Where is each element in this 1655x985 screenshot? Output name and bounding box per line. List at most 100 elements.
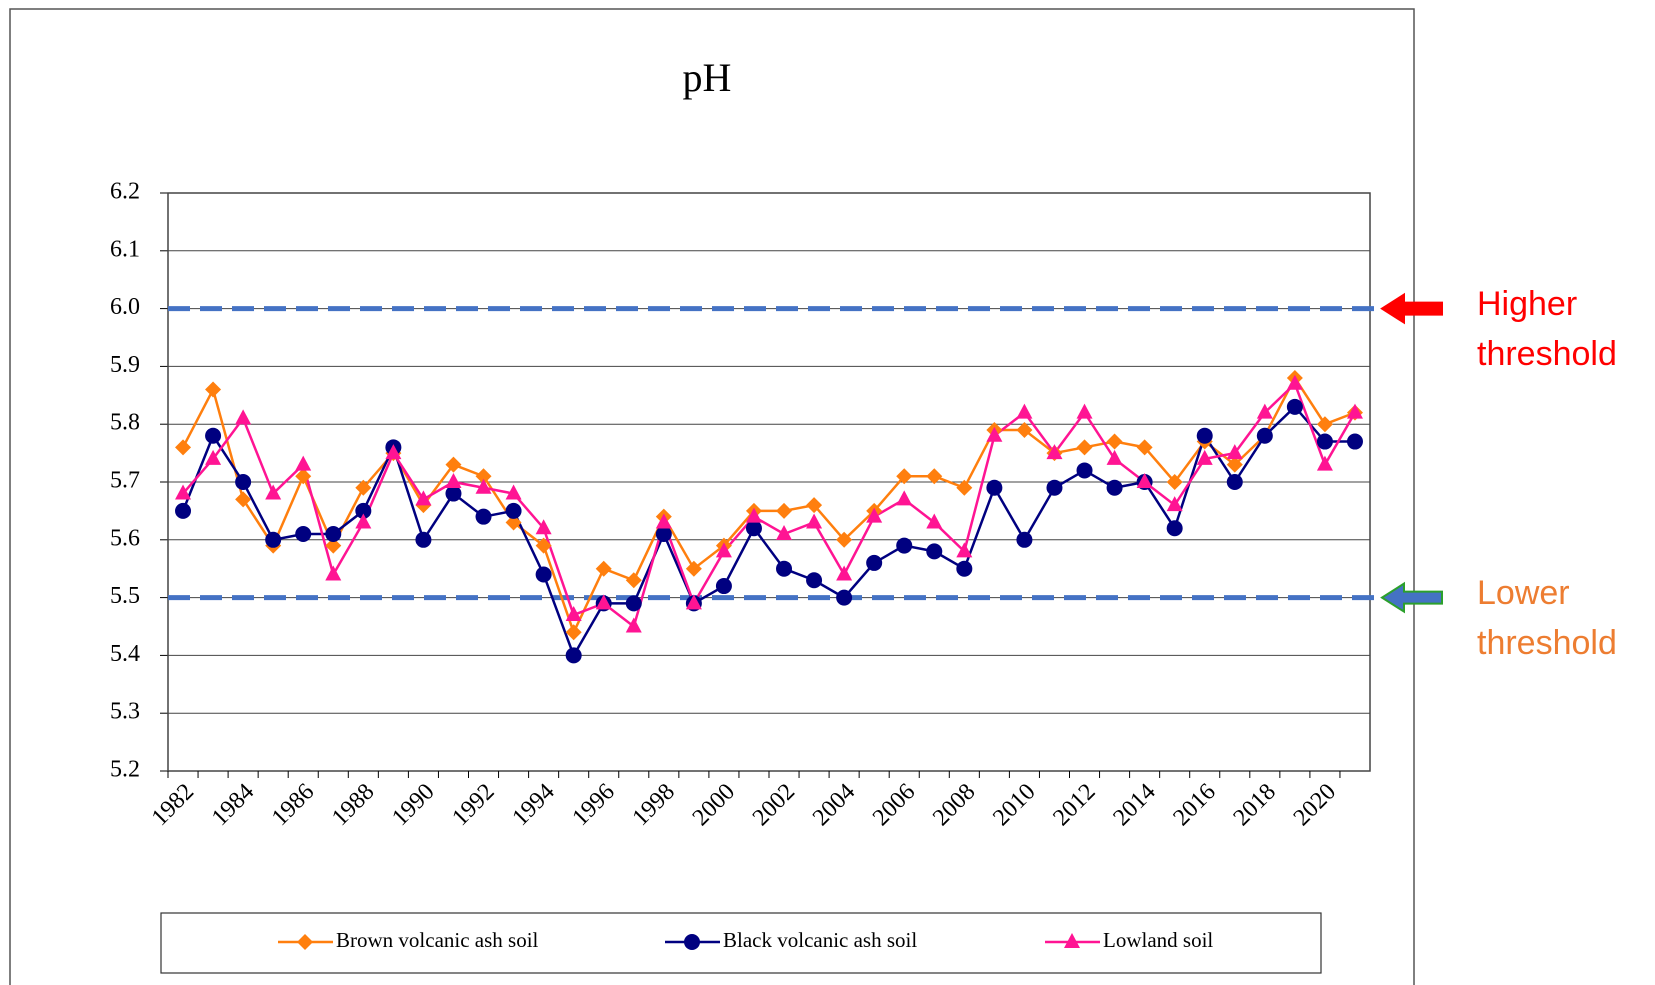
point: [926, 468, 943, 485]
legend-label: Brown volcanic ash soil: [336, 928, 539, 952]
point: [715, 542, 732, 558]
point: [1196, 449, 1213, 465]
point: [505, 484, 522, 500]
y-tick-label: 5.6: [110, 525, 140, 551]
point: [745, 520, 762, 537]
legend-marker: [297, 934, 313, 950]
point: [565, 624, 582, 641]
point: [956, 560, 973, 577]
point: [1076, 403, 1093, 419]
point: [1286, 398, 1303, 415]
point: [565, 647, 582, 664]
point: [685, 594, 702, 610]
point: [1166, 496, 1183, 512]
legend-marker: [684, 934, 700, 950]
point: [355, 502, 372, 519]
y-tick-label: 5.5: [110, 583, 140, 609]
point: [475, 478, 492, 494]
threshold-arrow: [1380, 581, 1443, 614]
point: [896, 468, 913, 485]
point: [836, 531, 853, 548]
point: [235, 409, 252, 425]
point: [205, 427, 222, 444]
x-tick-label: 1996: [568, 779, 620, 831]
point: [175, 484, 192, 500]
point: [625, 572, 642, 589]
point: [1166, 474, 1183, 490]
x-tick-label: 1992: [447, 779, 499, 831]
point: [1016, 403, 1033, 419]
y-tick-label: 6.0: [110, 294, 140, 320]
point: [175, 502, 192, 519]
point: [235, 491, 252, 508]
point: [836, 589, 853, 606]
point: [505, 514, 522, 531]
point: [866, 507, 883, 523]
point: [986, 479, 1003, 496]
point: [806, 572, 823, 589]
point: [655, 526, 672, 543]
point: [265, 531, 282, 548]
y-tick-label: 5.7: [110, 468, 140, 494]
point: [1316, 433, 1333, 450]
legend-marker: [1064, 933, 1080, 948]
point: [1226, 474, 1243, 490]
y-tick-label: 5.9: [110, 352, 140, 378]
point: [295, 526, 312, 543]
point: [1076, 462, 1093, 479]
point: [866, 554, 883, 571]
point: [926, 543, 943, 560]
point: [655, 513, 672, 529]
point: [505, 502, 522, 519]
x-tick-label: 2004: [808, 779, 860, 831]
point: [295, 468, 312, 485]
point: [836, 565, 853, 581]
point: [1166, 520, 1183, 537]
y-tick-label: 5.3: [110, 699, 140, 725]
legend-label: Lowland soil: [1103, 928, 1213, 952]
point: [595, 560, 612, 577]
point: [535, 519, 552, 535]
point: [1136, 473, 1153, 488]
point: [1106, 449, 1123, 465]
y-tick-label: 6.2: [110, 179, 140, 205]
point: [445, 485, 462, 502]
point: [1136, 439, 1153, 456]
point: [806, 513, 823, 529]
point: [265, 484, 282, 500]
point: [1256, 403, 1273, 419]
point: [625, 595, 642, 612]
x-tick-label: 1988: [327, 779, 379, 831]
point: [295, 455, 312, 471]
point: [415, 531, 432, 548]
point: [926, 513, 943, 529]
chart-frame: [9, 8, 1415, 985]
point: [776, 525, 793, 541]
point: [896, 490, 913, 506]
point: [205, 449, 222, 465]
point: [385, 444, 402, 460]
point: [806, 497, 823, 514]
point: [1256, 427, 1273, 444]
point: [1316, 416, 1333, 433]
point: [956, 542, 973, 558]
point: [1346, 403, 1363, 419]
point: [535, 566, 552, 583]
threshold-arrow: [1380, 292, 1443, 325]
x-tick-label: 2002: [748, 779, 800, 831]
point: [956, 479, 973, 496]
x-tick-label: 2016: [1169, 779, 1221, 831]
legend-label: Black volcanic ash soil: [723, 928, 917, 952]
point: [205, 381, 222, 398]
point: [475, 508, 492, 525]
point: [445, 456, 462, 473]
point: [415, 490, 432, 506]
threshold-label: Higher threshold: [1477, 284, 1617, 373]
point: [325, 565, 342, 581]
chart-title: pH: [683, 55, 732, 100]
point: [325, 537, 342, 554]
x-tick-label: 2020: [1289, 779, 1341, 831]
x-tick-label: 2014: [1108, 779, 1160, 831]
point: [776, 502, 793, 519]
x-tick-label: 1986: [267, 779, 319, 831]
